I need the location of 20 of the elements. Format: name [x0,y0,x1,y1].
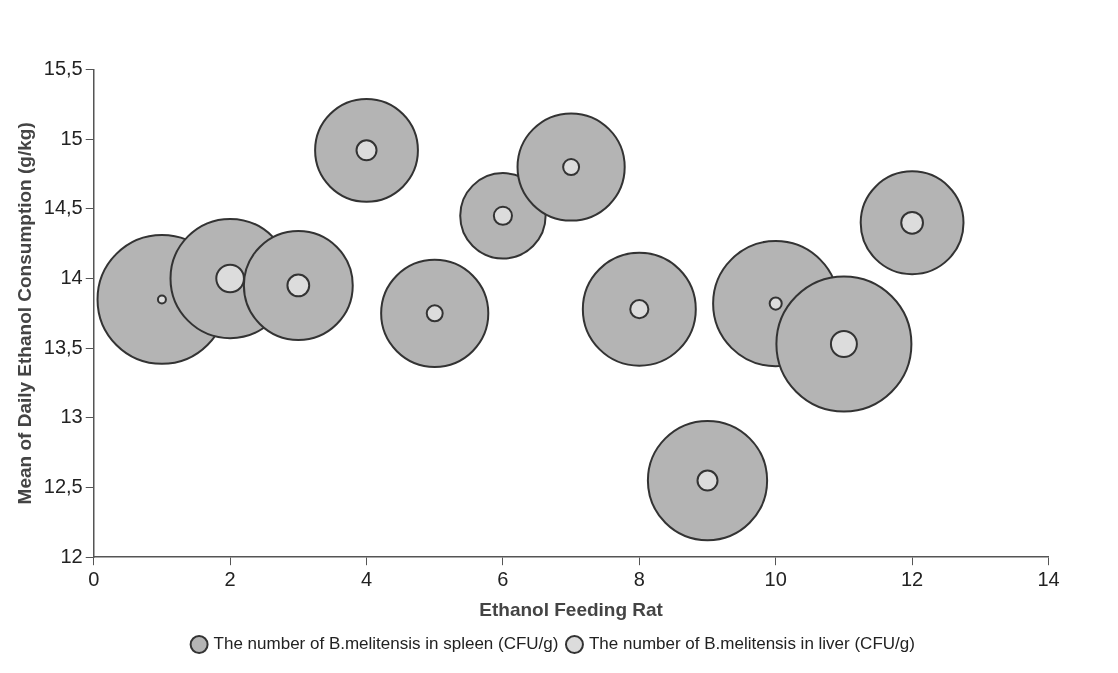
x-tick-label: 12 [900,567,924,590]
x-tick-label: 4 [360,567,373,590]
x-tick-label: 10 [764,567,787,590]
legend-label: The number of B.melitensis in liver (CFU/g) [588,634,915,654]
x-tick-label: 2 [224,567,236,590]
y-tick-label: 12 [60,544,83,567]
x-tick-label: 0 [88,567,100,590]
x-tick-label: 14 [1037,567,1060,590]
y-tick-label: 13 [60,405,83,428]
y-tick-label: 12,5 [43,475,83,498]
x-tick-label: 6 [497,567,509,590]
y-tick-label: 14,5 [43,196,83,219]
y-axis-title: Mean of Daily Ethanol Consumption (g/kg) [13,122,35,505]
y-tick-label: 15,5 [43,57,83,80]
y-tick-label: 13,5 [43,335,83,358]
legend-label: The number of B.melitensis in spleen (CFU/g) [213,634,559,654]
y-tick-label: 14 [60,266,83,289]
x-tick-label: 8 [633,567,645,590]
x-axis-title: Ethanol Feeding Rat [479,598,664,620]
y-tick-label: 15 [60,126,83,149]
